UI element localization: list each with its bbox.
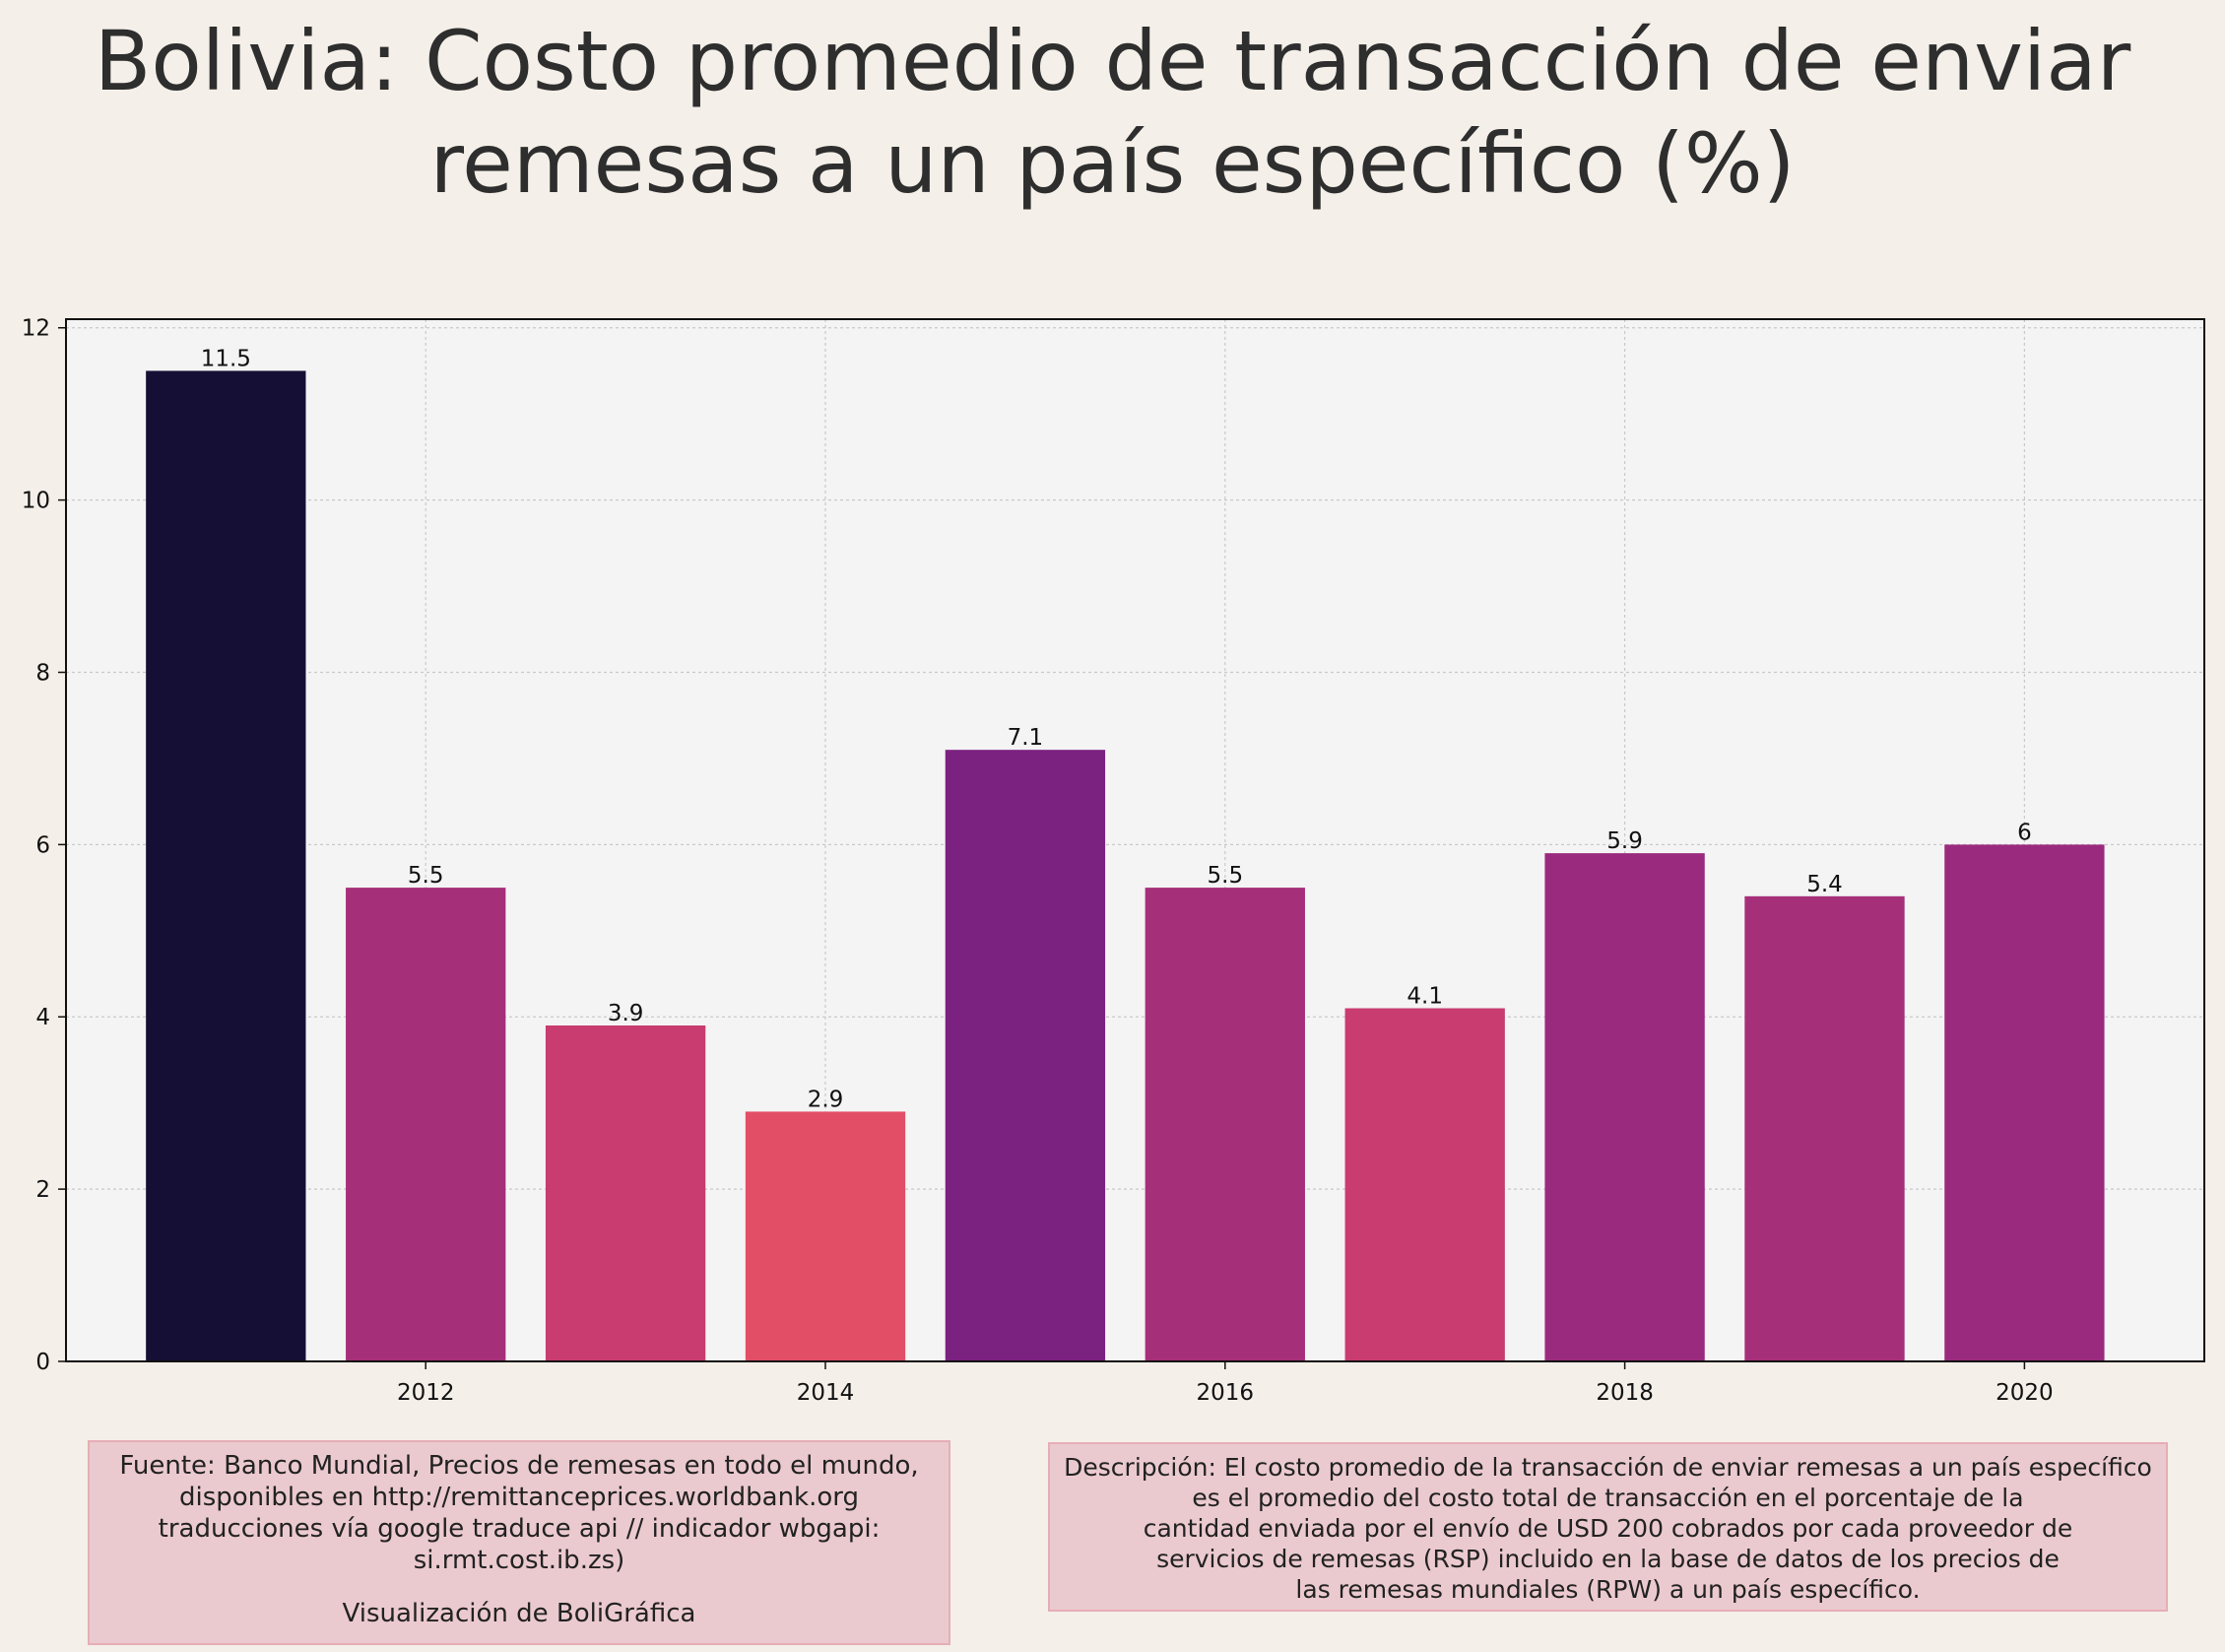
bars bbox=[146, 370, 2105, 1362]
x-tick-label: 2014 bbox=[797, 1380, 855, 1406]
data-label-2018: 5.9 bbox=[1606, 828, 1643, 854]
y-tick-label: 10 bbox=[22, 489, 50, 514]
description-note: Descripción: El costo promedio de la tra… bbox=[1048, 1442, 2168, 1612]
description-line: Descripción: El costo promedio de la tra… bbox=[1064, 1453, 2152, 1482]
bar-2013 bbox=[545, 1024, 706, 1361]
data-label-2017: 4.1 bbox=[1407, 984, 1443, 1010]
bar-2011 bbox=[146, 370, 306, 1362]
bar-2018 bbox=[1544, 853, 1705, 1361]
axes: 0 2 4 6 8 10 12 2012 2014 2016 2018 2020 bbox=[22, 316, 2054, 1406]
y-tick-label: 8 bbox=[35, 660, 50, 686]
y-tick-label: 4 bbox=[35, 1005, 50, 1030]
data-label-2020: 6 bbox=[2017, 820, 2032, 845]
x-tick-label: 2016 bbox=[1197, 1380, 1255, 1406]
description-line: es el promedio del costo total de transa… bbox=[1192, 1484, 2024, 1512]
chart-title: Bolivia: Costo promedio de transacción d… bbox=[94, 13, 2131, 212]
bar-2016 bbox=[1145, 888, 1305, 1361]
source-line: disponibles en http://remittanceprices.w… bbox=[178, 1483, 860, 1512]
data-label-2019: 5.4 bbox=[1806, 872, 1843, 897]
description-line: servicios de remesas (RSP) incluido en l… bbox=[1156, 1545, 2060, 1573]
x-tick-label: 2020 bbox=[1996, 1380, 2054, 1406]
bar-2017 bbox=[1344, 1008, 1505, 1361]
source-note: Fuente: Banco Mundial, Precios de remesa… bbox=[88, 1440, 950, 1645]
data-label-2015: 7.1 bbox=[1008, 725, 1044, 751]
credit-line: Visualización de BoliGráfica bbox=[342, 1599, 696, 1628]
y-tick-label: 12 bbox=[22, 316, 50, 342]
data-label-2011: 11.5 bbox=[201, 346, 251, 371]
source-line: traducciones vía google traduce api // i… bbox=[158, 1514, 881, 1544]
bar-2020 bbox=[1944, 844, 2105, 1361]
y-tick-label: 2 bbox=[35, 1177, 50, 1203]
source-line: si.rmt.cost.ib.zs) bbox=[413, 1546, 625, 1575]
y-tick-label: 6 bbox=[35, 832, 50, 858]
x-tick-label: 2012 bbox=[397, 1380, 455, 1406]
bar-2015 bbox=[945, 750, 1106, 1361]
data-labels: 11.5 5.5 3.9 2.9 7.1 5.5 4.1 5.9 5.4 6 bbox=[201, 346, 2032, 1112]
bar-2014 bbox=[745, 1111, 906, 1361]
data-label-2013: 3.9 bbox=[608, 1001, 644, 1026]
data-label-2014: 2.9 bbox=[808, 1087, 844, 1112]
plot-frame bbox=[65, 318, 2205, 1362]
data-label-2016: 5.5 bbox=[1208, 863, 1244, 889]
bar-2019 bbox=[1744, 895, 1905, 1361]
description-line: las remesas mundiales (RPW) a un país es… bbox=[1295, 1575, 1921, 1604]
bar-2012 bbox=[346, 888, 506, 1361]
y-tick-label: 0 bbox=[35, 1350, 50, 1375]
data-label-2012: 5.5 bbox=[408, 863, 444, 889]
x-tick-label: 2018 bbox=[1596, 1380, 1654, 1406]
source-line: Fuente: Banco Mundial, Precios de remesa… bbox=[119, 1451, 919, 1481]
description-line: cantidad enviada por el envío de USD 200… bbox=[1143, 1514, 2073, 1543]
